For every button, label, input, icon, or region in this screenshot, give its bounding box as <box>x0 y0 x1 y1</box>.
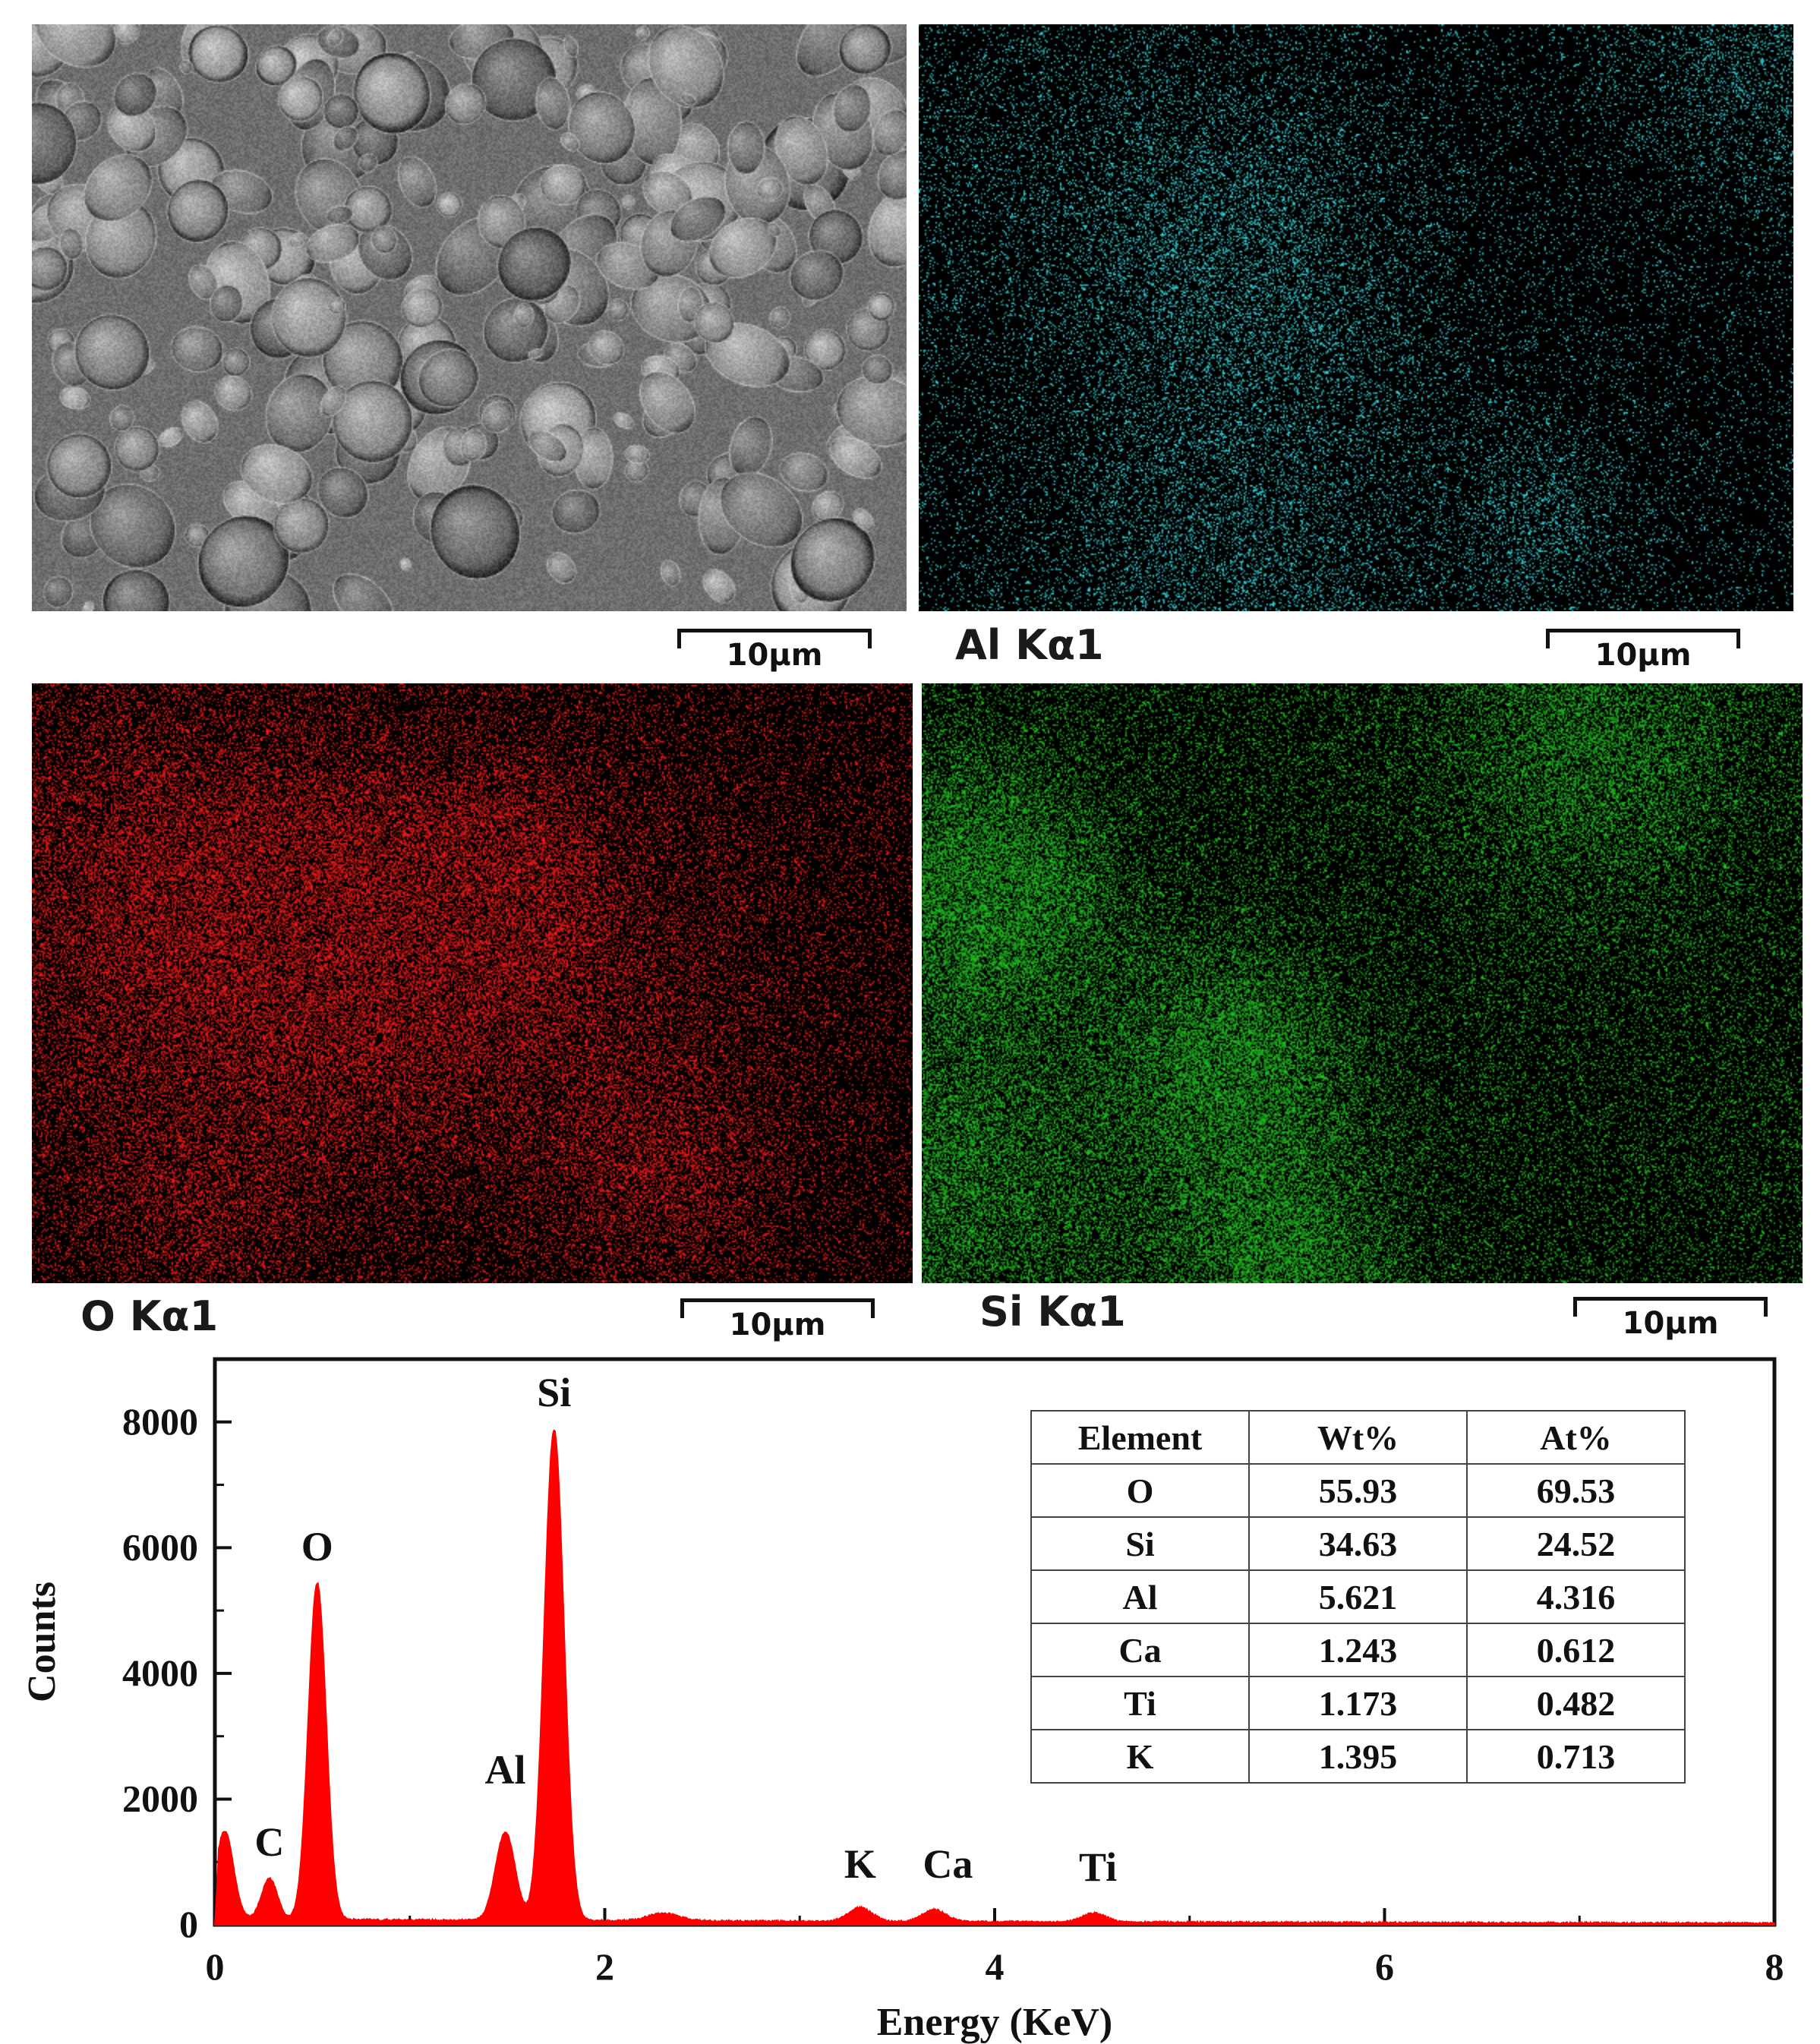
o-scale-bar <box>680 1298 875 1318</box>
table-cell: 69.53 <box>1466 1463 1686 1518</box>
si-scale-bar <box>1573 1297 1768 1317</box>
x-tick-label: 2 <box>595 1945 614 1988</box>
peak-label: Al <box>485 1747 526 1793</box>
peak-label: K <box>844 1841 876 1887</box>
table-header-cell: At% <box>1466 1410 1686 1465</box>
table-row: Ca 1.243 0.612 <box>1030 1623 1686 1677</box>
table-cell: Ti <box>1030 1676 1250 1730</box>
al-map-label: Al Kα1 <box>955 621 1104 669</box>
x-tick-label: 0 <box>206 1945 225 1988</box>
table-cell: 1.173 <box>1248 1676 1468 1730</box>
table-cell: 0.713 <box>1466 1729 1686 1784</box>
table-header-row: Element Wt% At% <box>1030 1410 1686 1465</box>
table-cell: 5.621 <box>1248 1569 1468 1624</box>
al-element-map <box>919 24 1793 611</box>
table-cell: 24.52 <box>1466 1516 1686 1571</box>
table-cell: 1.395 <box>1248 1729 1468 1784</box>
table-row: O 55.93 69.53 <box>1030 1463 1686 1518</box>
o-map-panel <box>32 683 913 1283</box>
table-cell: 4.316 <box>1466 1569 1686 1624</box>
peak-label: O <box>301 1524 333 1569</box>
o-element-map <box>32 683 913 1283</box>
al-map-panel <box>919 24 1793 611</box>
table-cell: 1.243 <box>1248 1623 1468 1677</box>
spectrum-fill <box>213 1429 1775 1926</box>
peak-annotations: Si O Al C K Ca Ti <box>254 1370 1117 1890</box>
spectrum-series <box>213 1429 1775 1926</box>
y-axis-label: Counts <box>21 1582 64 1702</box>
y-tick-label: 6000 <box>122 1525 198 1568</box>
table-cell: K <box>1030 1729 1250 1784</box>
table-header-cell: Wt% <box>1248 1410 1468 1465</box>
table-row: K 1.395 0.713 <box>1030 1729 1686 1784</box>
table-cell: 0.482 <box>1466 1676 1686 1730</box>
x-tick-label: 6 <box>1375 1945 1394 1988</box>
table-row: Ti 1.173 0.482 <box>1030 1676 1686 1730</box>
y-tick-label: 4000 <box>122 1651 198 1694</box>
al-scale-text: 10μm <box>1594 638 1692 673</box>
table-row: Si 34.63 24.52 <box>1030 1516 1686 1571</box>
composition-table: Element Wt% At% O 55.93 69.53 Si 34.63 24.52… <box>1030 1410 1686 1784</box>
si-scale-text: 10μm <box>1622 1306 1719 1341</box>
table-cell: 34.63 <box>1248 1516 1468 1571</box>
table-cell: 55.93 <box>1248 1463 1468 1518</box>
al-scale-bar <box>1546 629 1740 648</box>
peak-label: C <box>254 1819 284 1865</box>
table-header-cell: Element <box>1030 1410 1250 1465</box>
peak-label: Si <box>537 1370 571 1415</box>
y-tick-label: 2000 <box>122 1777 198 1819</box>
table-cell: Si <box>1030 1516 1250 1571</box>
y-tick-label: 0 <box>179 1903 198 1945</box>
peak-label: Ca <box>923 1841 973 1887</box>
table-cell: 0.612 <box>1466 1623 1686 1677</box>
sem-scale-bar <box>677 629 872 648</box>
o-map-label: O Kα1 <box>80 1292 219 1340</box>
x-tick-label: 4 <box>986 1945 1005 1988</box>
o-scale-text: 10μm <box>729 1307 826 1342</box>
sem-image-panel <box>32 24 907 611</box>
table-cell: Ca <box>1030 1623 1250 1677</box>
sem-micrograph <box>32 24 907 611</box>
si-element-map <box>922 683 1803 1283</box>
sem-scale-text: 10μm <box>726 638 823 673</box>
table-row: Al 5.621 4.316 <box>1030 1569 1686 1624</box>
table-cell: O <box>1030 1463 1250 1518</box>
table-cell: Al <box>1030 1569 1250 1624</box>
x-tick-label: 8 <box>1765 1945 1784 1988</box>
peak-label: Ti <box>1079 1844 1117 1890</box>
si-map-panel <box>922 683 1803 1283</box>
x-axis-label: Energy (KeV) <box>877 2001 1112 2044</box>
si-map-label: Si Kα1 <box>979 1288 1126 1336</box>
y-tick-label: 8000 <box>122 1400 198 1443</box>
